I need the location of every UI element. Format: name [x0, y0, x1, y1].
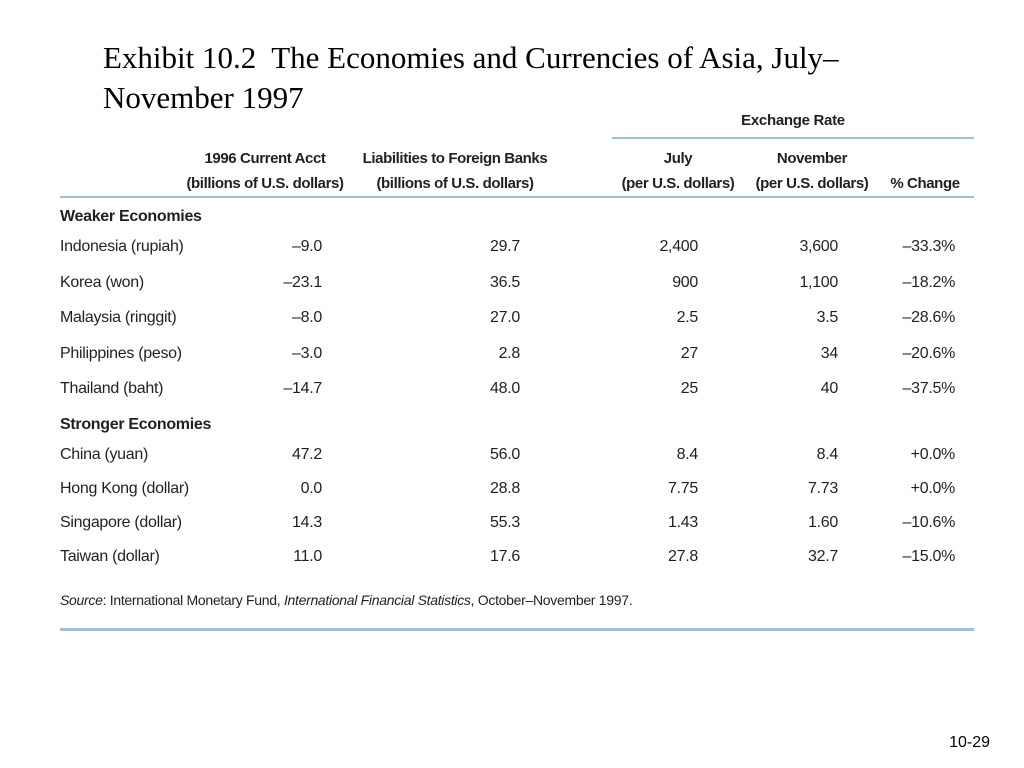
percent-change-value: +0.0%: [910, 479, 956, 497]
liabilities-value: 56.0: [490, 445, 520, 463]
column-header-line: Liabilities to Foreign Banks: [362, 150, 548, 167]
country-name: Singapore (dollar): [60, 513, 182, 531]
column-header-line: November: [776, 150, 848, 167]
percent-change-value: –18.2%: [902, 273, 956, 291]
liabilities-value: 36.5: [490, 273, 520, 291]
november-rate-value: 40: [820, 380, 839, 398]
table-row: Philippines (peso) –3.0 2.8 27 34 –20.6%: [60, 339, 974, 375]
table-row: Taiwan (dollar) 11.0 17.6 27.8 32.7 –15.…: [60, 542, 974, 576]
liabilities-value: 55.3: [490, 513, 520, 531]
source-text-a: : International Monetary Fund,: [102, 592, 284, 608]
slide-title: Exhibit 10.2 The Economies and Currencie…: [103, 40, 839, 115]
current-account-value: 47.2: [292, 445, 322, 463]
column-header-line: (per U.S. dollars): [755, 175, 869, 192]
column-header-july: July (per U.S. dollars): [612, 146, 744, 196]
november-rate-value: 7.73: [808, 479, 838, 497]
table-row: China (yuan) 47.2 56.0 8.4 8.4 +0.0%: [60, 440, 974, 474]
current-account-value: –3.0: [292, 344, 322, 362]
july-rate-value: 8.4: [676, 445, 699, 463]
liabilities-value: 48.0: [490, 380, 520, 398]
country-name: Korea (won): [60, 273, 144, 291]
current-account-value: –9.0: [292, 238, 322, 255]
column-header-line: % Change: [890, 175, 960, 192]
column-header-november: November (per U.S. dollars): [748, 146, 876, 196]
liabilities-value: 28.8: [490, 479, 520, 497]
current-account-value: 11.0: [293, 547, 322, 565]
percent-change-value: –20.6%: [902, 344, 956, 362]
july-rate-value: 2,400: [659, 238, 698, 255]
column-header-line: July: [663, 150, 693, 167]
column-header-line: (billions of U.S. dollars): [376, 175, 534, 192]
current-account-value: –23.1: [283, 273, 322, 291]
november-rate-value: 1.60: [808, 513, 838, 531]
column-header-current-account: 1996 Current Acct (billions of U.S. doll…: [170, 146, 360, 196]
country-name: China (yuan): [60, 445, 149, 463]
column-header-line: 1996 Current Acct: [204, 150, 326, 167]
table-row: Indonesia (rupiah) –9.0 29.7 2,400 3,600…: [60, 232, 974, 268]
july-rate-value: 2.5: [676, 309, 699, 327]
group-label: Weaker Economies: [60, 208, 202, 225]
july-rate-value: 25: [680, 380, 699, 398]
country-name: Taiwan (dollar): [60, 547, 160, 565]
page-number: 10-29: [949, 734, 990, 751]
liabilities-value: 17.6: [490, 547, 520, 565]
liabilities-value: 27.0: [490, 309, 520, 327]
column-header-line: (billions of U.S. dollars): [186, 175, 344, 192]
source-label: Source: [60, 592, 103, 608]
july-rate-value: 27: [680, 344, 699, 362]
country-name: Indonesia (rupiah): [60, 238, 184, 255]
table-body: Weaker Economies Indonesia (rupiah) –9.0…: [60, 202, 974, 576]
current-account-value: –14.7: [283, 380, 322, 398]
table-row: Hong Kong (dollar) 0.0 28.8 7.75 7.73 +0…: [60, 474, 974, 508]
column-header-liabilities: Liabilities to Foreign Banks (billions o…: [350, 146, 560, 196]
november-rate-value: 32.7: [808, 547, 838, 565]
percent-change-value: +0.0%: [910, 445, 956, 463]
country-name: Thailand (baht): [60, 380, 164, 398]
bottom-rule: [60, 628, 974, 631]
july-rate-value: 27.8: [668, 547, 698, 565]
source-publication: International Financial Statistics: [283, 592, 471, 608]
group-label: Stronger Economies: [60, 415, 212, 433]
november-rate-value: 34: [820, 344, 839, 362]
header-rule: [60, 196, 974, 198]
current-account-value: 14.3: [292, 513, 322, 531]
exhibit-table: Exchange Rate 1996 Current Acct (billion…: [60, 110, 974, 635]
exchange-rate-rule: [612, 137, 974, 139]
november-rate-value: 3.5: [816, 309, 839, 327]
table-row: Thailand (baht) –14.7 48.0 25 40 –37.5%: [60, 374, 974, 410]
percent-change-value: –15.0%: [902, 547, 956, 565]
table-row: Malaysia (ringgit) –8.0 27.0 2.5 3.5 –28…: [60, 303, 974, 339]
source-text-b: , October–November 1997.: [470, 592, 633, 608]
country-name: Hong Kong (dollar): [60, 479, 189, 497]
july-rate-value: 900: [672, 273, 698, 291]
percent-change-value: –10.6%: [902, 513, 956, 531]
november-rate-value: 3,600: [799, 238, 838, 255]
column-header-line: (per U.S. dollars): [621, 175, 735, 192]
country-name: Malaysia (ringgit): [60, 309, 177, 327]
july-rate-value: 1.43: [668, 513, 698, 531]
november-rate-value: 1,100: [799, 273, 838, 291]
exchange-rate-group-header: Exchange Rate: [741, 112, 845, 129]
liabilities-value: 2.8: [498, 344, 521, 362]
july-rate-value: 7.75: [668, 479, 698, 497]
column-header-percent-change: % Change: [880, 146, 970, 196]
table-row: Korea (won) –23.1 36.5 900 1,100 –18.2%: [60, 268, 974, 304]
column-header-line: [880, 146, 970, 171]
percent-change-value: –28.6%: [902, 309, 956, 327]
group-heading-weaker: Weaker Economies: [60, 202, 974, 232]
percent-change-value: –37.5%: [902, 380, 956, 398]
current-account-value: 0.0: [300, 479, 323, 497]
source-note: Source: International Monetary Fund, Int…: [60, 592, 633, 608]
group-heading-stronger: Stronger Economies: [60, 410, 974, 440]
current-account-value: –8.0: [292, 309, 322, 327]
country-name: Philippines (peso): [60, 344, 182, 362]
liabilities-value: 29.7: [490, 238, 520, 255]
november-rate-value: 8.4: [816, 445, 839, 463]
table-row: Singapore (dollar) 14.3 55.3 1.43 1.60 –…: [60, 508, 974, 542]
percent-change-value: –33.3%: [902, 238, 956, 255]
